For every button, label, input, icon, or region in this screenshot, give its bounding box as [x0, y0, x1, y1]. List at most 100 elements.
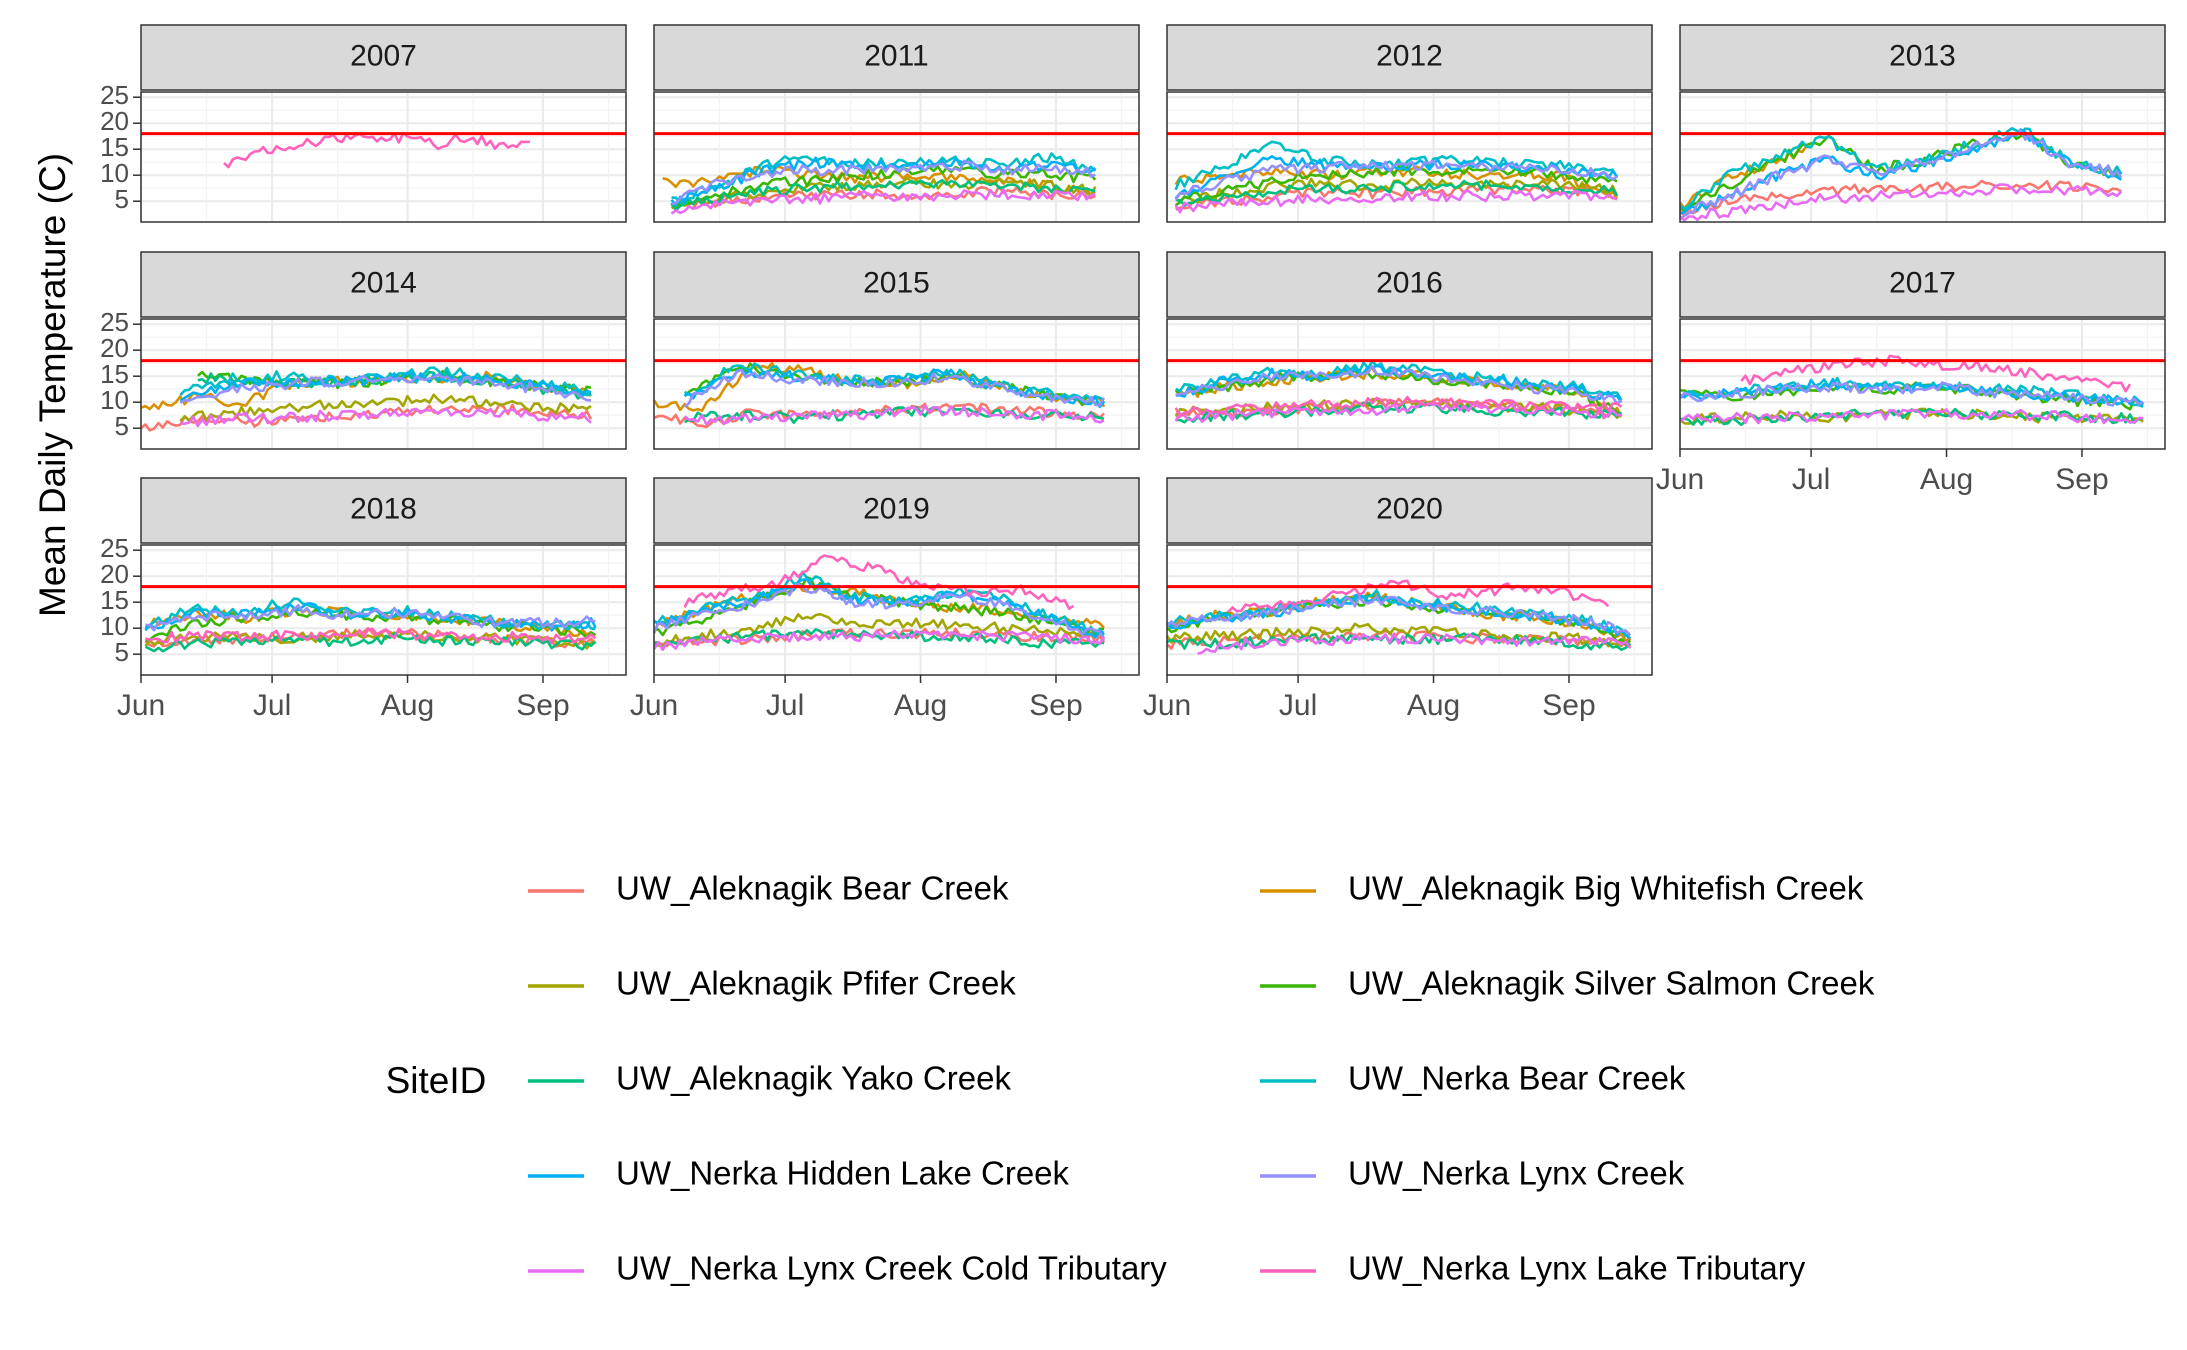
y-tick-label: 25: [100, 533, 129, 563]
legend-label: UW_Aleknagik Pfifer Creek: [616, 965, 1016, 1002]
y-tick-label: 25: [100, 80, 129, 110]
facet-label: 2019: [863, 492, 930, 525]
x-tick-label: Jul: [253, 689, 291, 722]
legend-item: UW_Aleknagik Bear Creek: [528, 870, 1009, 907]
facet-label: 2018: [350, 492, 417, 525]
series-line: [144, 627, 597, 645]
x-tick-label: Aug: [381, 689, 434, 722]
x-tick-label: Jul: [1279, 689, 1317, 722]
x-tick-label: Jun: [1656, 463, 1704, 496]
series-line: [683, 554, 1075, 611]
x-tick-label: Aug: [1920, 463, 1973, 496]
series-line: [1175, 364, 1623, 406]
facet-strip: [140, 24, 627, 91]
facet-strip: [140, 477, 627, 544]
y-tick-label: 10: [100, 158, 129, 188]
x-tick-label: Jun: [630, 689, 678, 722]
panel-border: [653, 544, 1140, 676]
panel-border: [140, 544, 627, 676]
y-tick-label: 20: [100, 333, 129, 363]
series-line: [1166, 593, 1632, 640]
series-line: [1740, 354, 2132, 393]
legend-label: UW_Aleknagik Yako Creek: [616, 1060, 1011, 1097]
series-line: [683, 404, 1105, 426]
facet-strip: [653, 24, 1140, 91]
series-line: [1174, 155, 1618, 200]
legend-item: UW_Aleknagik Big Whitefish Creek: [1260, 870, 1864, 907]
facet-panel-2017: 2017 Jun Jul Aug Sep: [1656, 251, 2166, 496]
facet-label: 2011: [864, 39, 929, 72]
y-tick-label: 5: [115, 184, 129, 214]
y-tick-label: 25: [100, 307, 129, 337]
panel-background: [1680, 92, 2165, 222]
x-tick-label: Sep: [2055, 463, 2108, 496]
series-line: [683, 368, 1106, 408]
legend-label: UW_Aleknagik Bear Creek: [616, 870, 1009, 907]
legend-item: UW_Aleknagik Pfifer Creek: [528, 965, 1016, 1002]
series-line: [652, 582, 1106, 642]
y-tick-label: 15: [100, 359, 129, 389]
facet-label: 2012: [1376, 39, 1443, 72]
series-line: [1679, 376, 2144, 408]
facet-panel-2020: 2020 Jun Jul Aug Sep: [1143, 477, 1653, 722]
facet-strip: [140, 251, 627, 318]
legend-label: UW_Nerka Hidden Lake Creek: [616, 1155, 1070, 1192]
series-line: [1175, 183, 1618, 211]
series-line: [653, 628, 1105, 651]
y-tick-label: 15: [100, 585, 129, 615]
series-line: [179, 393, 592, 423]
legend-item: UW_Nerka Lynx Lake Tributary: [1260, 1250, 1806, 1287]
series-line: [1174, 177, 1619, 207]
legend-label: UW_Nerka Lynx Creek Cold Tributary: [616, 1250, 1167, 1287]
legend-item: UW_Nerka Lynx Creek Cold Tributary: [528, 1250, 1167, 1287]
x-tick-label: Jun: [117, 689, 165, 722]
facet-strip: [1679, 251, 2166, 318]
series-line: [1165, 622, 1632, 648]
x-tick-label: Sep: [516, 689, 569, 722]
facet-label: 2007: [350, 39, 417, 72]
series-line: [1679, 408, 2144, 425]
legend-label: UW_Nerka Bear Creek: [1348, 1060, 1686, 1097]
panel-background: [141, 92, 626, 222]
series-line: [1174, 189, 1618, 214]
panel-border: [1679, 318, 2166, 450]
series-line: [145, 603, 596, 632]
series-line: [1174, 159, 1618, 201]
y-tick-label: 5: [115, 637, 129, 667]
series-line: [179, 373, 592, 404]
series-line: [1197, 632, 1632, 655]
legend-item: UW_Aleknagik Silver Salmon Creek: [1260, 965, 1875, 1002]
panel-border: [1679, 91, 2166, 223]
series-line: [1679, 129, 2123, 221]
legend: SiteID UW_Aleknagik Bear Creek UW_Aleknag…: [386, 870, 1875, 1287]
panel-border: [653, 318, 1140, 450]
y-tick-label: 20: [100, 559, 129, 589]
panel-border: [1166, 91, 1653, 223]
series-line: [683, 362, 1105, 402]
x-tick-label: Jun: [1143, 689, 1191, 722]
facet-strip: [653, 251, 1140, 318]
series-line: [1174, 401, 1622, 423]
legend-item: UW_Nerka Bear Creek: [1260, 1060, 1686, 1097]
facet-panel-2011: 2011: [652, 24, 1140, 223]
legend-title: SiteID: [386, 1060, 487, 1101]
series-line: [652, 629, 1106, 652]
facet-label: 2015: [863, 266, 930, 299]
series-line: [1175, 164, 1618, 207]
legend-item: UW_Nerka Lynx Creek: [1260, 1155, 1685, 1192]
panel-border: [140, 91, 627, 223]
series-line: [1166, 594, 1632, 637]
facet-strip: [1166, 24, 1653, 91]
x-tick-label: Aug: [1407, 689, 1460, 722]
series-line: [1175, 179, 1619, 207]
x-tick-label: Sep: [1542, 689, 1595, 722]
legend-label: UW_Aleknagik Silver Salmon Creek: [1348, 965, 1875, 1002]
series-line: [1679, 127, 2123, 210]
y-tick-label: 15: [100, 132, 129, 162]
series-line: [1174, 395, 1623, 418]
facet-strip: [1166, 477, 1653, 544]
facet-strip: [653, 477, 1140, 544]
legend-item: UW_Aleknagik Yako Creek: [528, 1060, 1011, 1097]
